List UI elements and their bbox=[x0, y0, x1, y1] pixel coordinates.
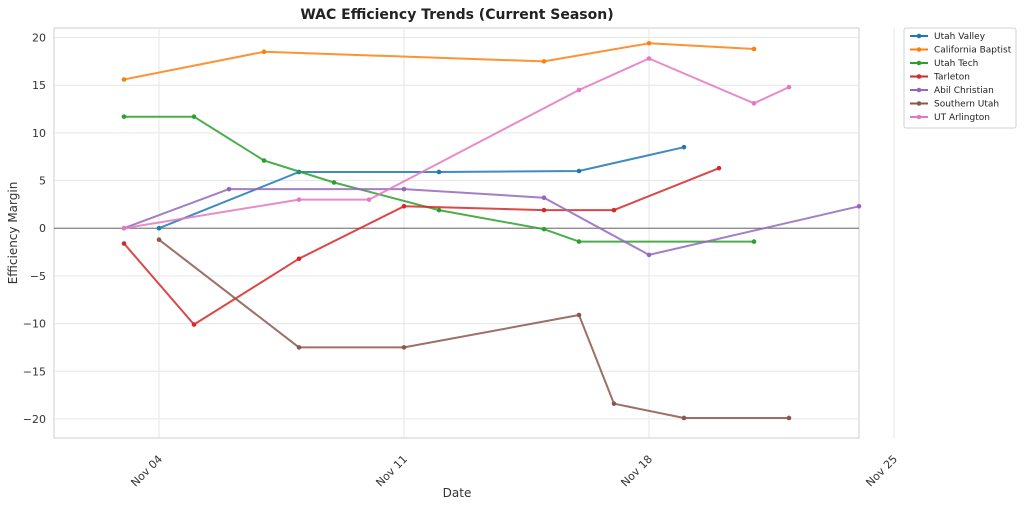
data-point-southern-utah bbox=[156, 237, 162, 242]
legend-swatch-marker bbox=[916, 74, 922, 79]
data-point-tarleton bbox=[121, 241, 127, 246]
data-point-abil-christian bbox=[646, 252, 652, 258]
x-axis-label: Date bbox=[443, 486, 472, 500]
legend-item-abil-christian: Abil Christian bbox=[910, 86, 994, 96]
data-point-ut-arlington bbox=[366, 197, 372, 202]
legend-swatch-marker bbox=[916, 87, 922, 93]
data-point-tarleton bbox=[541, 207, 547, 213]
legend-label: UT Arlington bbox=[934, 113, 990, 123]
y-tick-label: −5 bbox=[30, 270, 46, 283]
data-point-tarleton bbox=[716, 165, 722, 171]
data-point-abil-christian bbox=[226, 186, 232, 192]
data-point-southern-utah bbox=[611, 401, 617, 406]
data-point-utah-tech bbox=[121, 114, 127, 119]
series-southern-utah bbox=[156, 237, 792, 421]
data-point-ut-arlington bbox=[121, 225, 127, 231]
x-axis-ticks: Nov 04 Nov 11 Nov 18 Nov 25 bbox=[128, 453, 900, 490]
plot-area bbox=[53, 27, 860, 439]
data-point-tarleton bbox=[191, 322, 197, 327]
series-line-utah-tech bbox=[124, 115, 754, 243]
data-point-utah-valley bbox=[156, 225, 162, 231]
y-tick-label: 15 bbox=[32, 79, 46, 92]
data-point-southern-utah bbox=[296, 345, 302, 350]
legend-label: Abil Christian bbox=[934, 86, 994, 96]
data-point-ut-arlington bbox=[296, 197, 302, 202]
series-group bbox=[121, 40, 862, 421]
legend-item-tarleton: Tarleton bbox=[910, 73, 970, 83]
legend-swatch-marker bbox=[916, 47, 922, 52]
x-tick-label: Nov 25 bbox=[863, 453, 900, 490]
data-point-california-baptist bbox=[751, 46, 757, 52]
x-tick-label: Nov 18 bbox=[618, 453, 655, 490]
data-point-utah-valley bbox=[436, 169, 442, 175]
y-tick-label: −20 bbox=[23, 413, 46, 426]
legend-item-california-baptist: California Baptist bbox=[910, 46, 1012, 56]
y-tick-label: 5 bbox=[39, 175, 46, 188]
y-tick-label: −15 bbox=[23, 365, 46, 378]
data-point-california-baptist bbox=[646, 40, 652, 46]
x-tick-label: Nov 11 bbox=[373, 453, 410, 490]
legend-box bbox=[903, 27, 1017, 129]
y-axis-ticks: −20 −15 −10 −5 0 5 10 15 20 bbox=[23, 32, 46, 426]
legend-label: Tarleton bbox=[933, 73, 970, 83]
legend-swatch-marker bbox=[916, 114, 922, 120]
legend-label: Utah Tech bbox=[934, 59, 978, 69]
y-tick-label: 20 bbox=[32, 32, 46, 45]
chart-title: WAC Efficiency Trends (Current Season) bbox=[300, 7, 613, 23]
legend-label: Utah Valley bbox=[934, 32, 986, 42]
y-axis-label: Efficiency Margin bbox=[6, 182, 20, 285]
data-point-tarleton bbox=[296, 256, 302, 262]
data-point-ut-arlington bbox=[786, 84, 792, 90]
data-point-utah-valley bbox=[681, 144, 687, 150]
data-point-utah-tech bbox=[191, 114, 197, 119]
data-point-utah-tech bbox=[541, 226, 547, 232]
legend-label: California Baptist bbox=[934, 46, 1012, 56]
data-point-abil-christian bbox=[541, 195, 547, 201]
y-tick-label: −10 bbox=[23, 318, 46, 331]
data-point-abil-christian bbox=[401, 186, 407, 192]
data-point-tarleton bbox=[401, 204, 407, 209]
legend-swatch-marker bbox=[916, 60, 922, 66]
y-tick-label: 10 bbox=[32, 127, 46, 140]
data-point-utah-tech bbox=[436, 207, 442, 213]
legend-label: Southern Utah bbox=[934, 100, 999, 110]
data-point-abil-christian bbox=[856, 204, 862, 209]
legend: Utah Valley California Baptist Utah Tech Ta… bbox=[903, 27, 1017, 129]
data-point-tarleton bbox=[611, 207, 617, 213]
data-point-california-baptist bbox=[261, 49, 267, 55]
data-point-utah-tech bbox=[576, 239, 582, 244]
data-point-ut-arlington bbox=[751, 101, 757, 106]
data-point-ut-arlington bbox=[576, 87, 582, 93]
data-point-ut-arlington bbox=[646, 56, 652, 61]
legend-swatch-marker bbox=[916, 101, 922, 106]
legend-item-utah-tech: Utah Tech bbox=[910, 59, 978, 69]
legend-item-southern-utah: Southern Utah bbox=[910, 100, 999, 110]
series-ut-arlington bbox=[121, 56, 792, 231]
data-point-utah-tech bbox=[751, 239, 757, 244]
data-point-southern-utah bbox=[401, 345, 407, 350]
data-point-southern-utah bbox=[576, 312, 582, 318]
data-point-california-baptist bbox=[541, 59, 547, 64]
series-tarleton bbox=[121, 165, 722, 327]
legend-swatch-marker bbox=[916, 33, 922, 39]
data-point-utah-valley bbox=[576, 168, 582, 174]
data-point-utah-tech bbox=[331, 180, 337, 185]
legend-item-utah-valley: Utah Valley bbox=[910, 32, 986, 42]
series-utah-tech bbox=[121, 114, 757, 244]
series-line-abil-christian bbox=[123, 188, 860, 256]
series-california-baptist bbox=[121, 40, 757, 82]
legend-item-ut-arlington: UT Arlington bbox=[910, 113, 990, 123]
data-point-california-baptist bbox=[121, 77, 127, 82]
y-tick-label: 0 bbox=[39, 222, 46, 235]
data-point-southern-utah bbox=[681, 415, 687, 421]
data-point-utah-tech bbox=[261, 158, 267, 163]
data-point-southern-utah bbox=[786, 415, 792, 421]
x-tick-label: Nov 04 bbox=[128, 453, 165, 490]
